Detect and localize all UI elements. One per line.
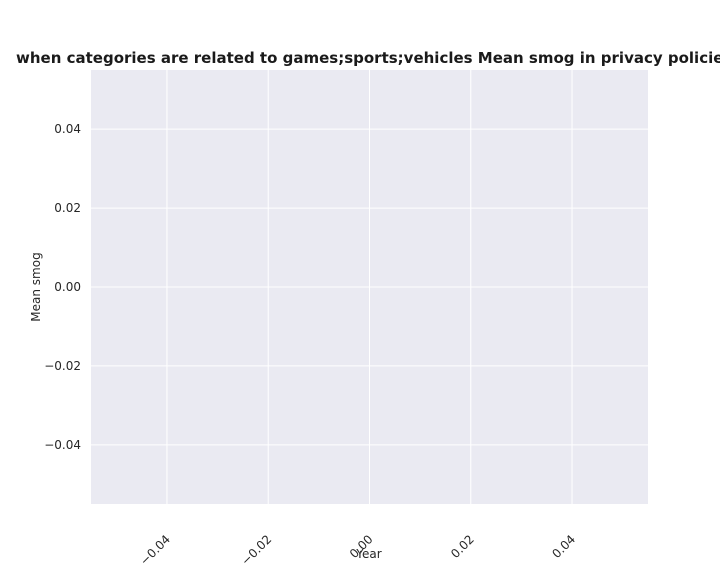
grid-lines — [91, 70, 648, 504]
x-tick-label: −0.02 — [238, 532, 274, 568]
y-axis: 0.04 0.02 0.00 −0.02 −0.04 — [44, 122, 81, 452]
y-tick-label: 0.00 — [54, 280, 81, 294]
y-tick-label: 0.02 — [54, 201, 81, 215]
y-axis-label: Mean smog — [29, 252, 43, 321]
y-tick-label: −0.04 — [44, 438, 81, 452]
x-tick-label: 0.02 — [448, 532, 477, 561]
y-tick-label: −0.02 — [44, 359, 81, 373]
x-tick-label: −0.04 — [137, 532, 173, 568]
y-tick-label: 0.04 — [54, 122, 81, 136]
chart-title: when categories are related to games;spo… — [16, 49, 720, 67]
x-axis-label: Year — [355, 547, 381, 561]
x-tick-label: 0.04 — [549, 532, 578, 561]
